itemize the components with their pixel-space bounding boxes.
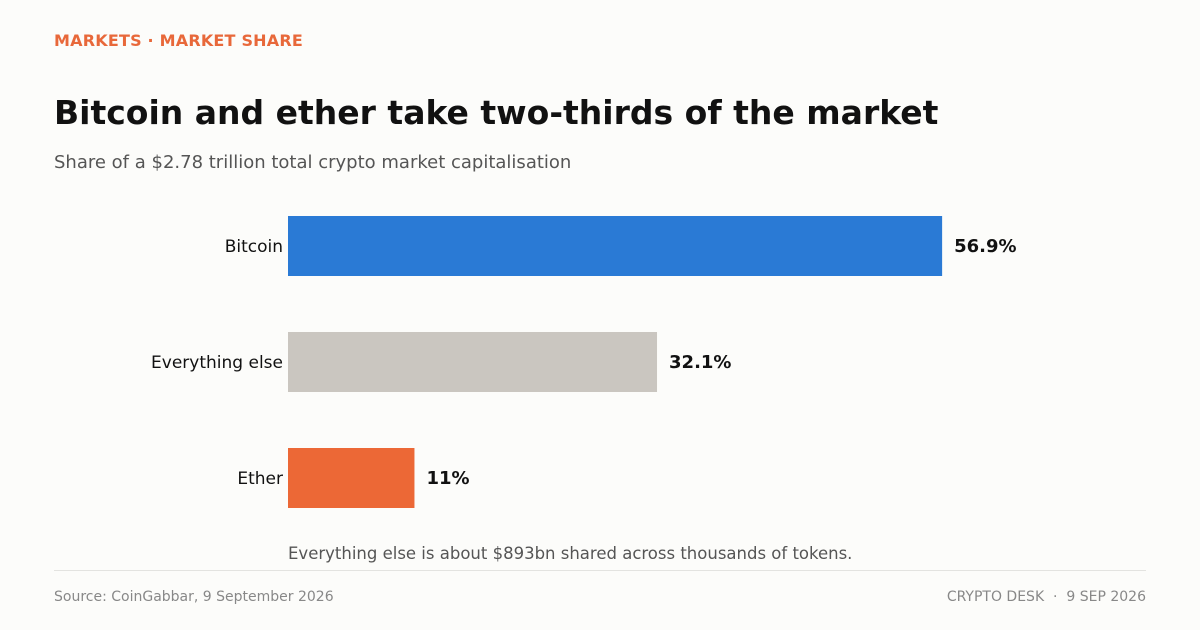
section-kicker: MARKETS · MARKET SHARE [54,31,303,50]
bar-chart: Bitcoin 56.9% Everything else 32.1% Ether 11% [0,195,1200,539]
footer-divider [54,570,1146,571]
bar-chart-svg: Bitcoin 56.9% Everything else 32.1% Ether 11% [151,216,1017,508]
chart-subtitle: Share of a $2.78 trillion total crypto m… [54,152,572,173]
chart-annotation: Everything else is about $893bn shared a… [288,544,853,563]
category-label-everything-else: Everything else [151,353,283,373]
source-note: Source: CoinGabbar, 9 September 2026 [54,589,334,605]
bar-ether [288,448,415,508]
category-label-bitcoin: Bitcoin [225,237,283,257]
value-label-bitcoin: 56.9% [954,236,1016,257]
value-label-ether: 11% [426,468,469,489]
bar-everything-else [288,332,658,392]
category-label-ether: Ether [237,469,283,489]
bar-bitcoin [288,216,943,276]
value-label-everything-else: 32.1% [669,352,731,373]
chart-title: Bitcoin and ether take two-thirds of the… [54,93,939,132]
footer-credit: CRYPTO DESK · 9 SEP 2026 [946,589,1146,605]
